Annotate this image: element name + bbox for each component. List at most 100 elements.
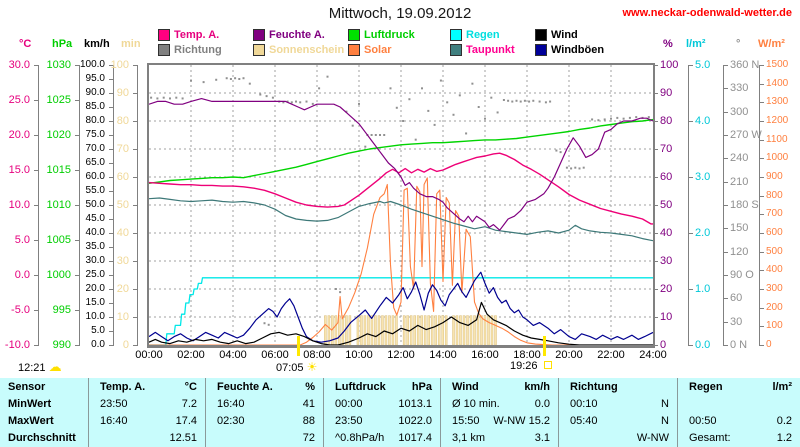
tick-kmh: [109, 149, 113, 150]
axis-label-deg: 150: [730, 222, 749, 235]
tick-celsius: [34, 275, 38, 276]
table-col-unit: %: [305, 381, 315, 393]
x-tick-label: 08:00: [303, 349, 331, 361]
table-value-time: 05:40: [570, 415, 598, 427]
legend-label: Feuchte A.: [269, 29, 325, 41]
tick-pct: [654, 149, 658, 150]
axis-label-kmh: 55.0: [85, 185, 105, 196]
x-tick-label: 24:00: [639, 349, 667, 361]
table-value: 12.51: [169, 432, 197, 444]
tick-deg: [724, 158, 728, 160]
regen-swatch-icon: [450, 29, 462, 41]
table-value-time: Gesamt:: [689, 432, 731, 444]
unit-pct: %: [663, 38, 673, 50]
tick-pct: [654, 233, 658, 234]
table-col-unit: hPa: [411, 381, 432, 393]
axis-label-celsius: -10.0: [4, 339, 30, 351]
legend-label: Solar: [364, 44, 392, 56]
axis-label-celsius: 10.0: [8, 199, 30, 211]
tick-lm2: [689, 121, 693, 122]
tick-deg: [724, 251, 728, 253]
table-value: 3.1: [534, 432, 550, 444]
x-tick-label: 22:00: [597, 349, 625, 361]
plot-frame: [147, 63, 655, 348]
series-solar-line: [149, 177, 653, 345]
axis-label-pct: 70: [660, 143, 673, 155]
x-tick-label: 18:00: [513, 349, 541, 361]
axis-label-hpa: 1025: [46, 94, 71, 106]
axis-line-hpa: [79, 65, 80, 346]
table-column-divider: [88, 378, 89, 447]
axis-label-wm2: 900: [766, 171, 783, 182]
tick-wm2: [760, 102, 764, 104]
axis-label-kmh: 25.0: [85, 269, 105, 280]
axis-label-kmh: 90.0: [85, 87, 105, 98]
legend-label: Taupunkt: [466, 44, 515, 56]
site-link[interactable]: www.neckar-odenwald-wetter.de: [622, 7, 792, 19]
tick-deg: [724, 298, 728, 300]
axis-label-deg: 300: [730, 105, 749, 118]
taupunkt-swatch-icon: [450, 44, 462, 56]
tick-deg: [724, 321, 728, 323]
axis-label-celsius: 20.0: [8, 129, 30, 141]
tick-kmh: [109, 261, 113, 262]
table-column-divider: [440, 378, 441, 447]
axis-line-celsius: [38, 65, 39, 346]
tick-wm2: [760, 233, 764, 234]
axis-label-min: 60: [116, 171, 129, 183]
axis-label-wm2: 300: [766, 283, 783, 294]
tick-wm2: [760, 83, 764, 85]
axis-label-kmh: 95.0: [85, 73, 105, 84]
axis-label-celsius: 30.0: [8, 59, 30, 71]
legend-label: Luftdruck: [364, 29, 415, 41]
x-tick-label: 16:00: [471, 349, 499, 361]
tick-kmh: [109, 163, 113, 164]
table-col-name: Regen: [689, 381, 723, 393]
table-column-divider: [677, 378, 678, 447]
tick-celsius: [34, 100, 38, 101]
plot-area: [149, 65, 653, 345]
table-value-time: 02:30: [217, 415, 245, 427]
axis-label-lm2: 3.0: [695, 171, 711, 183]
table-value-time: Ø 10 min.: [452, 398, 500, 410]
axis-label-kmh: 5.0: [91, 325, 105, 336]
table-value-time: 00:50: [689, 415, 717, 427]
tick-wm2: [760, 195, 764, 197]
axis-label-kmh: 10.0: [85, 311, 105, 322]
axis-line-deg: [723, 65, 724, 346]
tick-celsius: [34, 240, 38, 241]
tick-wm2: [760, 214, 764, 216]
tick-lm2: [689, 65, 693, 66]
page-title: Mittwoch, 19.09.2012: [328, 5, 472, 22]
table-column-divider: [558, 378, 559, 447]
tick-wm2: [760, 158, 764, 160]
table-value-time: 16:40: [217, 398, 245, 410]
series-richtung-dots: [150, 75, 650, 326]
sonnenschein-swatch-icon: [253, 44, 265, 56]
table-value: 88: [302, 415, 315, 427]
tick-pct: [654, 93, 658, 94]
table-value: 1.2: [776, 432, 792, 444]
legend-label: Richtung: [174, 44, 222, 56]
axis-label-kmh: 100.0: [79, 59, 105, 70]
tick-kmh: [109, 289, 113, 290]
axis-label-celsius: 25.0: [8, 94, 30, 106]
tick-lm2: [689, 345, 693, 346]
tick-kmh: [109, 247, 113, 248]
axis-label-kmh: 15.0: [85, 297, 105, 308]
series-taupunkt-line: [149, 197, 653, 242]
tick-kmh: [109, 233, 113, 234]
axis-label-min: 90: [116, 87, 129, 99]
tick-kmh: [109, 191, 113, 192]
axis-label-kmh: 30.0: [85, 255, 105, 266]
table-value: 41: [302, 398, 315, 410]
table-value: 0.0: [534, 398, 550, 410]
tick-pct: [654, 289, 658, 290]
axis-label-hpa: 1000: [46, 269, 71, 281]
cloud-icon: ☁: [48, 359, 62, 374]
series-feuchte-line: [149, 97, 653, 231]
tick-celsius: [34, 65, 38, 66]
tick-pct: [654, 205, 658, 206]
tick-wm2: [760, 65, 764, 66]
table-column-divider: [205, 378, 206, 447]
